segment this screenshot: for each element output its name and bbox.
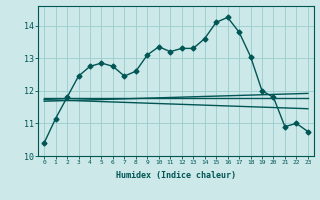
- X-axis label: Humidex (Indice chaleur): Humidex (Indice chaleur): [116, 171, 236, 180]
